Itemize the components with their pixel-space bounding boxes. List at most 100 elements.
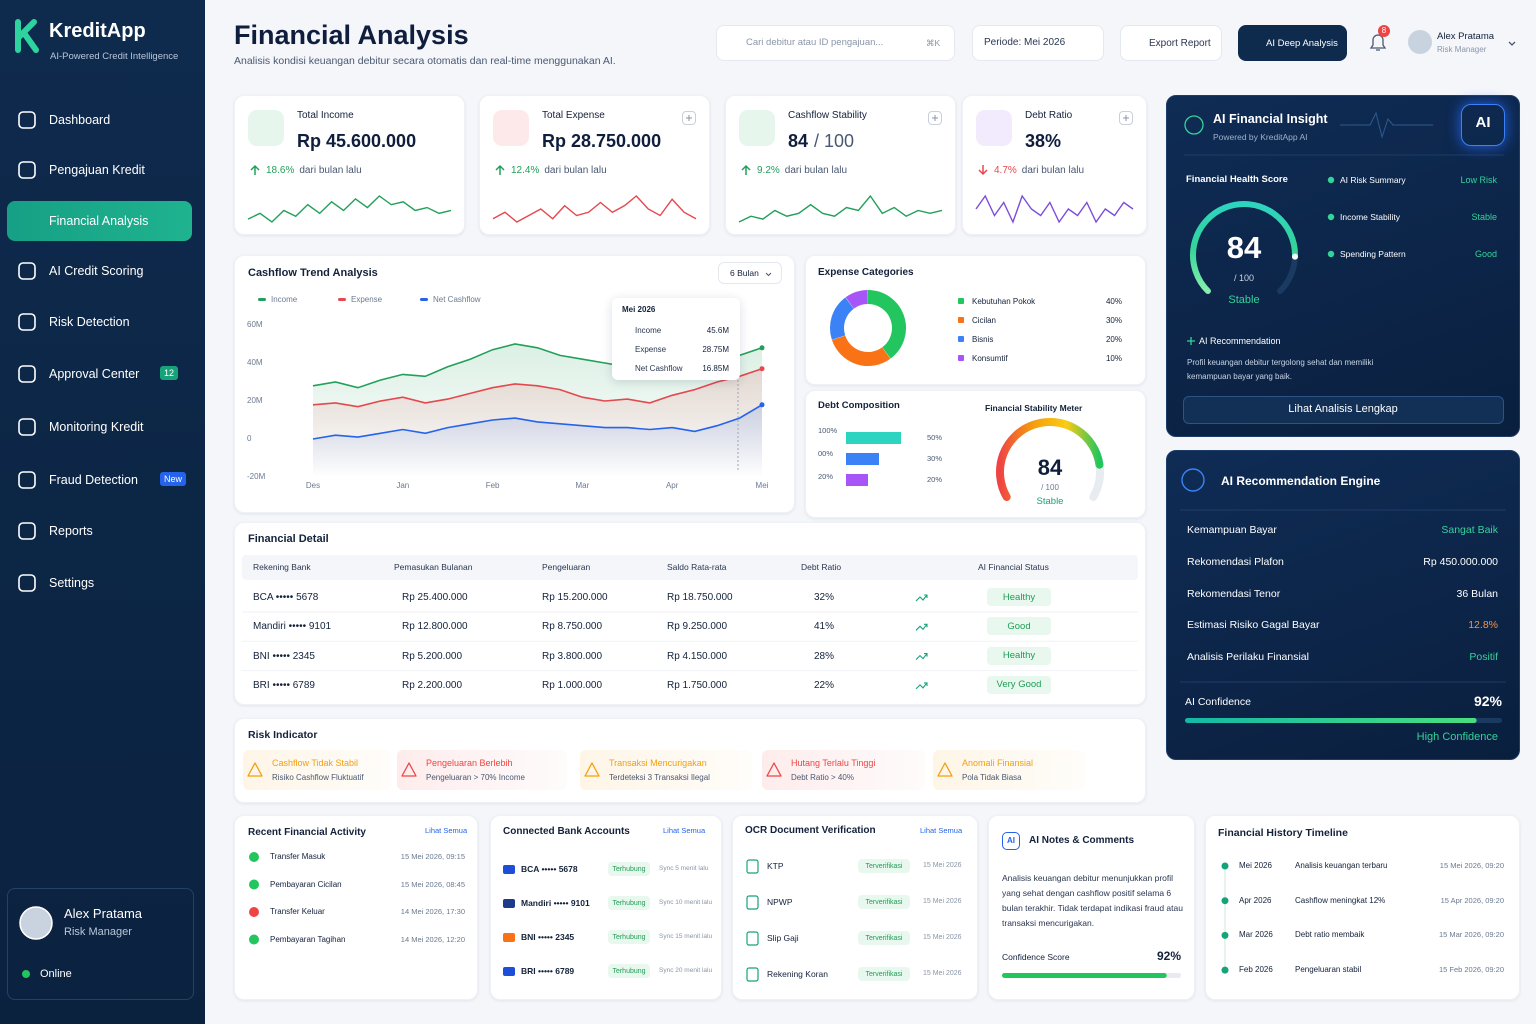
see-all-link[interactable]: Lihat Semua <box>663 826 706 835</box>
activity-date: 14 Mei 2026, 17:30 <box>400 907 465 916</box>
kpi-label: Total Income <box>297 110 354 121</box>
y-tick-label: 0 <box>247 434 252 443</box>
ai-deep-button[interactable] <box>1238 25 1347 61</box>
notes-badge: AI <box>1007 836 1015 845</box>
status-pill: Very Good <box>987 675 1051 694</box>
nav-item[interactable]: AI Credit Scoring <box>49 264 144 278</box>
legend-value: 40% <box>1105 297 1122 306</box>
range-label: 6 Bulan <box>730 268 759 278</box>
card <box>234 815 478 1000</box>
table-cell: 22% <box>814 679 835 691</box>
recommendation-text: Profil keuangan debitur tergolong sehat … <box>1187 358 1374 381</box>
table-cell: 28% <box>814 650 835 662</box>
status-pill: Terhubung <box>608 964 650 978</box>
confidence-title: AI Confidence <box>1185 696 1251 708</box>
meter-status: Stable <box>1036 496 1064 507</box>
y-tick-label: 20M <box>247 396 263 405</box>
card-title: AI Financial Insight <box>1213 112 1328 126</box>
status-pill: Terhubung <box>608 930 650 944</box>
engine-value: Sangat Baik <box>1441 524 1498 536</box>
kpi-change-value: 12.4% <box>511 165 540 176</box>
timeline-event: Debt ratio membaik <box>1295 930 1365 940</box>
risk-title: Anomali Finansial <box>962 758 1034 768</box>
search-shortcut: ⌘K <box>926 38 941 48</box>
kpi-label: Debt Ratio <box>1025 110 1073 121</box>
table-cell: Rp 12.800.000 <box>402 621 468 633</box>
nav-item[interactable]: Reports <box>49 524 93 538</box>
kpi-icon <box>248 110 284 146</box>
tooltip-value: 28.75M <box>702 345 729 354</box>
header-user-name: Alex Pratama <box>1437 31 1495 42</box>
insight-value: Stable <box>1471 212 1497 222</box>
period-select[interactable] <box>972 25 1104 61</box>
table-cell: Rp 3.800.000 <box>542 650 603 662</box>
axis-label: 20% <box>818 472 834 481</box>
kpi-expand[interactable] <box>1119 111 1133 125</box>
see-all-link[interactable]: Lihat Semua <box>920 826 963 835</box>
risk-title: Pengeluaran Berlebih <box>426 758 513 768</box>
card <box>988 815 1195 1000</box>
table-cell: Rp 25.400.000 <box>402 592 468 603</box>
risk-detail: Terdeteksi 3 Transaksi Ilegal <box>609 773 710 782</box>
status-pill: Terhubung <box>608 862 650 876</box>
confidence-status: High Confidence <box>1416 731 1498 743</box>
nav-item[interactable]: Settings <box>49 576 95 590</box>
card-subtitle: Powered by KreditApp AI <box>1213 132 1308 142</box>
risk-item <box>243 750 391 790</box>
insight-label: AI Risk Summary <box>1340 175 1406 185</box>
chart-title: Cashflow Trend Analysis <box>248 267 378 279</box>
ai-deep-label: AI Deep Analysis <box>1266 38 1338 49</box>
activity-label: Transfer Keluar <box>270 907 325 916</box>
kpi-label: Total Expense <box>542 110 605 121</box>
y-tick-label: 40M <box>247 358 263 367</box>
health-status: Stable <box>1228 294 1260 306</box>
kpi-expand[interactable] <box>682 111 696 125</box>
tooltip <box>612 298 740 380</box>
ai-engine-card <box>1166 450 1520 760</box>
kpi-change: 4.7% dari bulan lalu <box>994 165 1084 176</box>
search-box[interactable] <box>716 25 955 61</box>
timeline-month: Mei 2026 <box>1239 861 1272 870</box>
kpi-expand[interactable] <box>928 111 942 125</box>
timeline-date: 15 Feb 2026, 09:20 <box>1438 965 1504 975</box>
nav-item[interactable]: Financial Analysis <box>49 214 149 228</box>
status-pill: Healthy <box>987 646 1051 665</box>
nav-item[interactable]: Risk Detection <box>49 315 130 329</box>
activity-label: Pembayaran Cicilan <box>270 879 342 889</box>
notif-count: 8 <box>1381 26 1387 35</box>
health-score: 84 <box>1226 230 1262 265</box>
nav-item[interactable]: Fraud Detection <box>49 473 138 487</box>
legend-value: 10% <box>1105 354 1122 363</box>
risk-item <box>933 750 1085 790</box>
x-tick-label: Des <box>305 481 321 490</box>
nav-item[interactable]: Dashboard <box>49 113 111 127</box>
kpi-value: 38% <box>1025 131 1061 152</box>
range-select[interactable] <box>718 262 782 284</box>
activity-date: 14 Mei 2026, 12:20 <box>400 934 465 944</box>
doc-date: 15 Mei 2026 <box>923 934 962 941</box>
kpi-number: 84 <box>788 131 809 151</box>
see-all-link[interactable]: Lihat Semua <box>425 826 468 835</box>
export-button[interactable] <box>1120 25 1222 61</box>
status-pill: Terhubung <box>608 896 650 910</box>
kpi-label: Cashflow Stability <box>788 110 867 121</box>
legend-label: Net Cashflow <box>433 295 481 304</box>
kpi-change: 9.2% dari bulan lalu <box>757 165 847 176</box>
nav-item[interactable]: Monitoring Kredit <box>49 420 144 434</box>
table-cell: 41% <box>814 621 835 633</box>
engine-label: Rekomendasi Plafon <box>1187 555 1284 568</box>
meter-max: / 100 <box>1041 483 1059 492</box>
nav-item[interactable]: Pengajuan Kredit <box>49 163 145 177</box>
doc-date: 15 Mei 2026 <box>923 970 962 977</box>
sidebar <box>0 0 205 1024</box>
table-cell: Rp 8.750.000 <box>542 621 603 633</box>
insight-button[interactable] <box>1183 396 1504 424</box>
nav-badge: New <box>160 472 187 486</box>
card <box>732 815 978 1000</box>
kpi-change-note: dari bulan lalu <box>299 165 362 176</box>
health-max: / 100 <box>1233 273 1255 283</box>
recommendation-title: AI Recommendation <box>1199 336 1281 346</box>
kpi-suffix: / 100 <box>814 131 855 151</box>
nav-item[interactable]: Approval Center <box>49 367 140 381</box>
